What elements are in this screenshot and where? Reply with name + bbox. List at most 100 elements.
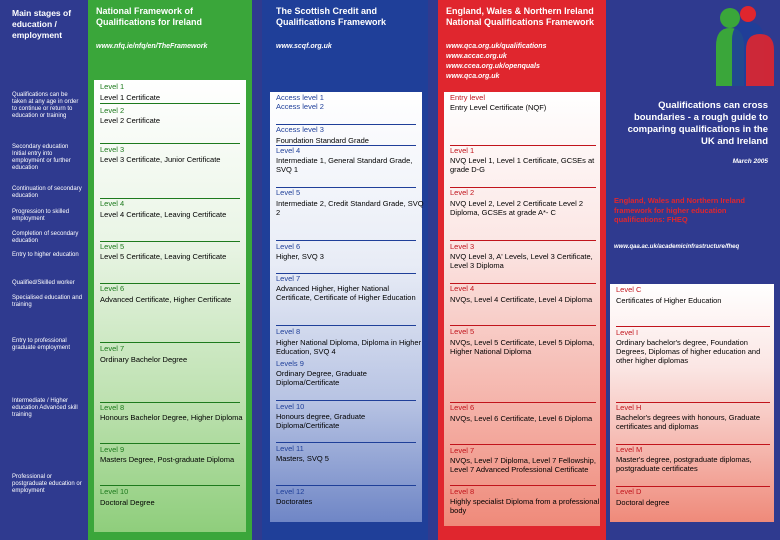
ireland-level-5-text: Level 5 Certificate, Leaving Certificate <box>100 252 227 261</box>
ewni-url-1[interactable]: www.qca.org.uk/qualifications <box>446 43 547 50</box>
fheq-level-m: Level M <box>616 445 643 454</box>
divider <box>276 124 416 125</box>
divider <box>276 273 416 274</box>
divider <box>616 326 770 327</box>
ireland-level-8: Level 8 <box>100 403 125 412</box>
ireland-column: National Framework of Qualifications for… <box>88 0 252 540</box>
scotland-level-6: Level 6 <box>276 242 301 251</box>
scotland-level-5: Level 5 <box>276 188 301 197</box>
ireland-url[interactable]: www.nfq.ie/nfq/en/TheFramework <box>96 43 208 50</box>
scotland-level-4: Level 4 <box>276 146 301 155</box>
divider <box>450 240 596 241</box>
ireland-level-7: Level 7 <box>100 344 125 353</box>
ewni-level-8-text: Highly specialist Diploma from a profess… <box>450 497 600 515</box>
ireland-level-9: Level 9 <box>100 445 125 454</box>
fheq-level-i-text: Ordinary bachelor's degree, Foundation D… <box>616 338 761 365</box>
ewni-levels: Entry level Entry Level Certificate (NQF… <box>444 92 600 526</box>
divider <box>616 402 770 403</box>
ewni-url-3[interactable]: www.ccea.org.uk/openquals <box>446 63 540 70</box>
ireland-level-3-text: Level 3 Certificate, Junior Certificate <box>100 155 221 164</box>
divider <box>450 485 596 486</box>
divider <box>450 402 596 403</box>
ireland-level-4-text: Level 4 Certificate, Leaving Certificate <box>100 210 227 219</box>
ewni-level-1: Level 1 <box>450 146 475 155</box>
ewni-level-3: Level 3 <box>450 242 475 251</box>
scotland-access-1: Access level 1 <box>276 93 324 102</box>
fheq-level-i: Level I <box>616 328 639 337</box>
fheq-level-c-text: Certificates of Higher Education <box>616 296 722 305</box>
ireland-level-6: Level 6 <box>100 284 125 293</box>
ireland-level-10: Level 10 <box>100 487 129 496</box>
ewni-title: England, Wales & Northern Ireland Nation… <box>446 6 595 27</box>
fheq-column: Qualifications can cross boundaries - a … <box>606 0 780 540</box>
ireland-levels: Level 1 Level 1 Certificate Level 2 Leve… <box>94 80 246 532</box>
fheq-url[interactable]: www.qaa.ac.uk/academicinfrastructure/fhe… <box>614 244 740 250</box>
stage-label: Entry to professional graduate employmen… <box>12 338 71 351</box>
divider <box>276 485 416 486</box>
ewni-level-4-text: NVQs, Level 4 Certificate, Level 4 Diplo… <box>450 295 593 304</box>
scotland-levels: Access level 1 Access level 2 Access lev… <box>270 92 424 522</box>
divider <box>100 342 240 343</box>
scotland-access-3: Access level 3 <box>276 125 324 134</box>
ireland-level-7-text: Ordinary Bachelor Degree <box>100 355 188 364</box>
ewni-url-4[interactable]: www.qca.org.uk <box>446 73 500 80</box>
fheq-level-m-text: Master's degree, postgraduate diplomas, … <box>616 455 752 473</box>
divider <box>100 402 240 403</box>
ireland-title: National Framework of Qualifications for… <box>96 6 203 27</box>
ireland-level-8-text: Honours Bachelor Degree, Higher Diploma <box>100 413 243 422</box>
divider <box>100 198 240 199</box>
fheq-level-h-text: Bachelor's degrees with honours, Graduat… <box>616 413 761 431</box>
ireland-level-3: Level 3 <box>100 145 125 154</box>
ewni-level-6: Level 6 <box>450 403 475 412</box>
divider <box>100 143 240 144</box>
ewni-level-6-text: NVQs, Level 6 Certificate, Level 6 Diplo… <box>450 414 593 423</box>
scotland-column: The Scottish Credit and Qualifications F… <box>262 0 428 540</box>
ireland-level-10-text: Doctoral Degree <box>100 498 155 507</box>
ewni-level-7-text: NVQs, Level 7 Diploma, Level 7 Fellowshi… <box>450 456 596 474</box>
ewni-url-2[interactable]: www.accac.org.uk <box>446 53 507 60</box>
stage-label: Progression to skilled employment <box>12 209 70 222</box>
ewni-column: England, Wales & Northern Ireland Nation… <box>438 0 606 540</box>
stage-label: Continuation of secondary education <box>12 186 82 199</box>
stage-label: Intermediate / Higher education Advanced… <box>12 398 78 418</box>
fheq-level-h: Level H <box>616 403 642 412</box>
scotland-level-12: Level 12 <box>276 487 305 496</box>
stages-column: Main stages of education / employment Qu… <box>0 0 86 540</box>
stage-label: Qualifications can be taken at any age i… <box>12 92 79 119</box>
stage-label: Secondary education Initial entry into e… <box>12 144 71 171</box>
stage-label: Specialised education and training <box>12 295 83 308</box>
divider <box>276 442 416 443</box>
ewni-level-1-text: NVQ Level 1, Level 1 Certificate, GCSEs … <box>450 156 595 174</box>
ireland-level-2-text: Level 2 Certificate <box>100 116 161 125</box>
divider <box>616 486 770 487</box>
stage-label: Qualified/Skilled worker <box>12 280 75 286</box>
ewni-level-8: Level 8 <box>450 487 475 496</box>
ireland-level-9-text: Masters Degree, Post-graduate Diploma <box>100 455 235 464</box>
date-label: March 2005 <box>732 158 768 165</box>
divider <box>100 283 240 284</box>
ewni-level-2: Level 2 <box>450 188 475 197</box>
ireland-level-1-text: Level 1 Certificate <box>100 93 161 102</box>
scotland-level-11-text: Masters, SVQ 5 <box>276 454 329 463</box>
scotland-level-8-text: Higher National Diploma, Diploma in High… <box>276 338 422 356</box>
scotland-level-11: Level 11 <box>276 444 304 453</box>
stages-title: Main stages of education / employment <box>12 8 72 40</box>
scotland-level-10: Level 10 <box>276 402 305 411</box>
stage-label: Entry to higher education <box>12 252 79 258</box>
divider <box>100 485 240 486</box>
scotland-level-10-text: Honours degree, Graduate Diploma/Certifi… <box>276 412 366 430</box>
ireland-level-5: Level 5 <box>100 242 125 251</box>
scotland-url[interactable]: www.scqf.org.uk <box>276 43 332 50</box>
stage-label: Completion of secondary education <box>12 231 79 244</box>
scotland-level-9: Levels 9 <box>276 359 304 368</box>
fheq-levels: Level C Certificates of Higher Education… <box>610 284 774 522</box>
ewni-level-4: Level 4 <box>450 284 475 293</box>
divider <box>450 187 596 188</box>
ewni-entry-level: Entry level <box>450 93 486 102</box>
scotland-level-9-text: Ordinary Degree, Graduate Diploma/Certif… <box>276 369 367 387</box>
divider <box>276 400 416 401</box>
ireland-level-2: Level 2 <box>100 106 125 115</box>
ireland-level-4: Level 4 <box>100 199 125 208</box>
scotland-level-12-text: Doctorates <box>276 497 313 506</box>
